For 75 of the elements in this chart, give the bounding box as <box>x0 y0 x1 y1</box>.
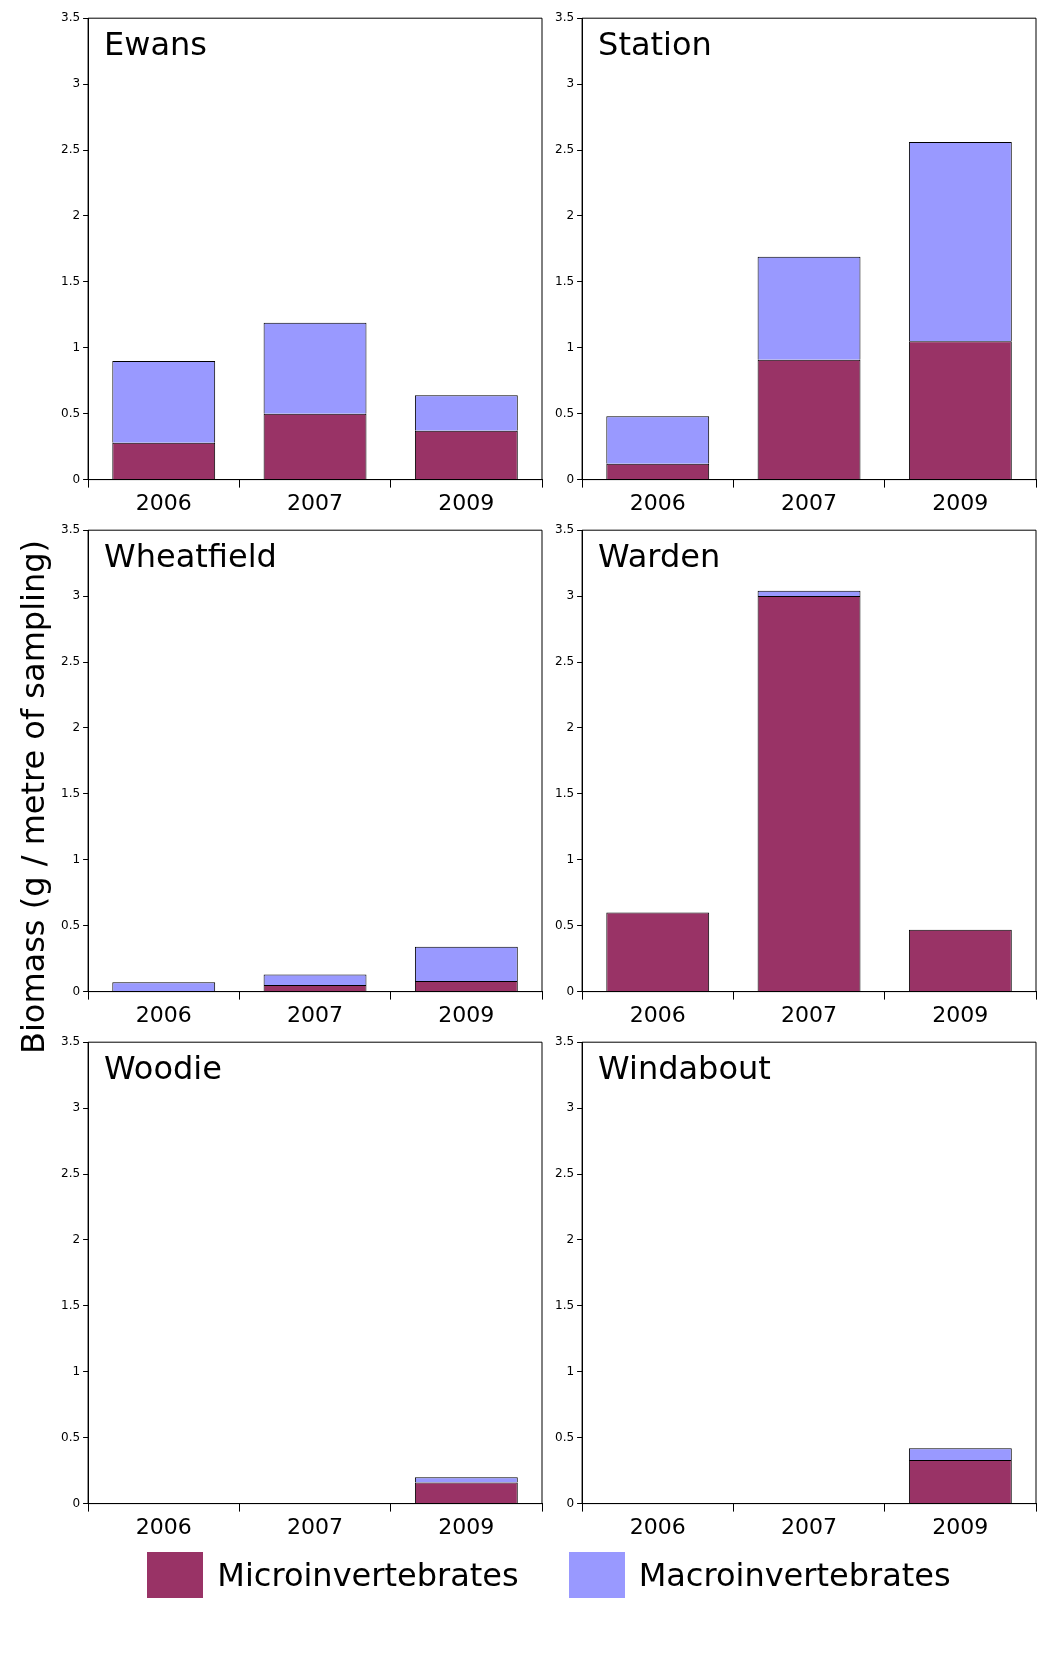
y-tick-label: 0 <box>566 471 575 486</box>
y-tick-label: 0 <box>72 983 81 998</box>
x-tick-label: 2007 <box>287 1001 344 1027</box>
y-tick-label: 2.5 <box>554 1166 575 1181</box>
chart-title: Wheatfield <box>104 536 277 575</box>
x-tick-label: 2009 <box>438 1513 495 1539</box>
y-tick-label: 0.5 <box>554 917 575 932</box>
y-tick-label: 3 <box>72 76 81 91</box>
y-axis-title: Biomass (g / metre of sampling) <box>14 540 52 1054</box>
y-tick-label: 0 <box>72 1495 81 1510</box>
y-tick-label: 3 <box>566 1100 575 1115</box>
x-tick-label: 2007 <box>287 489 344 515</box>
y-tick-label: 3.5 <box>554 10 575 25</box>
y-tick-label: 2 <box>72 720 81 735</box>
x-tick-label: 2009 <box>438 489 495 515</box>
y-tick-label: 0 <box>566 983 575 998</box>
y-tick-label: 3.5 <box>554 522 575 537</box>
x-tick-label: 2009 <box>438 1001 495 1027</box>
chart-title: Ewans <box>104 24 208 63</box>
y-tick-label: 1.5 <box>60 785 81 800</box>
y-tick-label: 1.5 <box>554 273 575 288</box>
y-tick-label: 3 <box>72 1100 81 1115</box>
legend-label: Microinvertebrates <box>217 1556 519 1594</box>
x-tick-label: 2009 <box>932 1001 989 1027</box>
chart-title: Woodie <box>104 1048 222 1087</box>
y-tick-label: 2.5 <box>554 142 575 157</box>
y-tick-label: 0.5 <box>554 1429 575 1444</box>
y-tick-label: 2.5 <box>60 654 81 669</box>
y-tick-label: 1 <box>72 851 81 866</box>
y-tick-label: 3 <box>566 76 575 91</box>
x-tick-label: 2006 <box>135 1001 192 1027</box>
x-tick-label: 2007 <box>781 1513 838 1539</box>
y-tick-label: 1 <box>72 1363 81 1378</box>
x-tick-label: 2006 <box>629 489 686 515</box>
chart-title: Warden <box>598 536 721 575</box>
x-tick-label: 2006 <box>629 1513 686 1539</box>
y-tick-label: 2 <box>566 1232 575 1247</box>
y-tick-label: 2 <box>566 208 575 223</box>
y-tick-label: 0 <box>72 471 81 486</box>
x-tick-label: 2006 <box>629 1001 686 1027</box>
y-tick-label: 0 <box>566 1495 575 1510</box>
chart-title: Station <box>598 24 712 63</box>
y-tick-label: 2 <box>72 1232 81 1247</box>
y-tick-label: 1 <box>566 1363 575 1378</box>
y-tick-label: 3.5 <box>60 10 81 25</box>
y-tick-label: 3 <box>566 588 575 603</box>
y-tick-label: 0.5 <box>60 917 81 932</box>
y-tick-label: 1 <box>72 339 81 354</box>
x-tick-label: 2006 <box>135 489 192 515</box>
y-tick-label: 2 <box>72 208 81 223</box>
x-tick-label: 2007 <box>781 1001 838 1027</box>
y-tick-label: 0.5 <box>60 405 81 420</box>
y-tick-label: 1.5 <box>554 785 575 800</box>
y-tick-label: 3.5 <box>60 1034 81 1049</box>
y-tick-label: 1 <box>566 339 575 354</box>
x-tick-label: 2006 <box>135 1513 192 1539</box>
y-tick-label: 2.5 <box>554 654 575 669</box>
y-tick-label: 1 <box>566 851 575 866</box>
y-tick-label: 1.5 <box>554 1297 575 1312</box>
y-tick-label: 3.5 <box>60 522 81 537</box>
y-tick-label: 2.5 <box>60 142 81 157</box>
x-tick-label: 2007 <box>287 1513 344 1539</box>
y-tick-label: 3 <box>72 588 81 603</box>
y-tick-label: 2 <box>566 720 575 735</box>
legend-label: Macroinvertebrates <box>638 1556 951 1594</box>
y-tick-label: 3.5 <box>554 1034 575 1049</box>
y-tick-label: 0.5 <box>60 1429 81 1444</box>
y-tick-label: 1.5 <box>60 273 81 288</box>
x-tick-label: 2009 <box>932 1513 989 1539</box>
x-tick-label: 2009 <box>932 489 989 515</box>
x-tick-label: 2007 <box>781 489 838 515</box>
y-tick-label: 2.5 <box>60 1166 81 1181</box>
y-tick-label: 0.5 <box>554 405 575 420</box>
chart-title: Windabout <box>598 1048 771 1087</box>
y-tick-label: 1.5 <box>60 1297 81 1312</box>
